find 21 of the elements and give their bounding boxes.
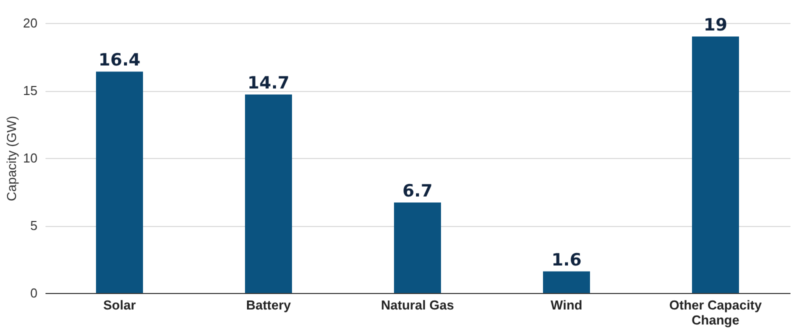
- bar: [692, 36, 739, 293]
- x-tick-label: Wind: [550, 298, 582, 312]
- y-tick-label: 20: [23, 16, 38, 30]
- data-label: 16.4: [98, 50, 141, 71]
- y-tick-label: 15: [23, 83, 38, 98]
- bar: [394, 202, 441, 293]
- y-tick-label: 5: [30, 218, 38, 233]
- x-tick-label: Other Capacity Change: [669, 298, 762, 328]
- bar: [543, 271, 590, 293]
- y-axis-title: Capacity (GW): [4, 116, 20, 202]
- y-tick-label: 10: [23, 150, 38, 166]
- data-label: 19: [704, 16, 728, 36]
- x-tick-label: Solar: [103, 298, 136, 312]
- bar: [96, 72, 143, 293]
- data-label: 14.7: [248, 74, 290, 94]
- y-tick-label: 0: [30, 286, 38, 300]
- bar: [245, 94, 292, 293]
- x-tick-label: Natural Gas: [381, 298, 454, 312]
- x-tick-label: Battery: [246, 298, 292, 312]
- data-label: 6.7: [402, 182, 433, 202]
- data-label: 1.6: [551, 250, 582, 270]
